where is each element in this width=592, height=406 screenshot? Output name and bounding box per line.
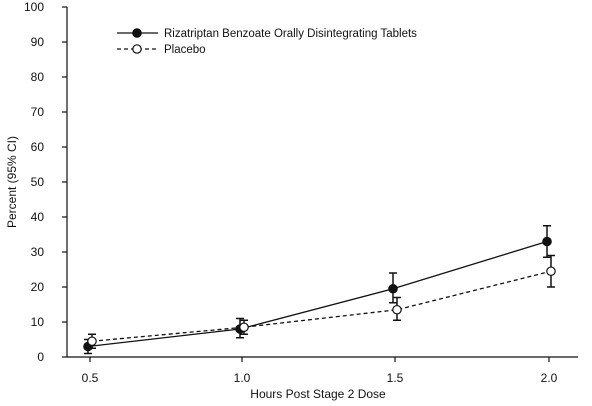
series-rizatriptan: [83, 225, 552, 355]
y-axis-title: Percent (95% CI): [5, 136, 19, 228]
series-line: [87, 240, 548, 348]
y-tick-label: 100: [24, 0, 44, 14]
data-point: [546, 266, 556, 277]
x-axis-ticks: 0.5 1.0 1.5 2.0: [82, 357, 558, 385]
x-tick-label: 1.0: [234, 371, 251, 385]
legend-label: Placebo: [164, 44, 206, 56]
legend-entry: Placebo: [117, 44, 206, 56]
legend-marker: [132, 28, 142, 38]
y-tick-label: 60: [31, 140, 45, 154]
series-layer: [83, 225, 556, 355]
x-axis-title: Hours Post Stage 2 Dose: [250, 387, 386, 401]
y-tick-label: 70: [31, 105, 45, 119]
y-tick-label: 90: [31, 35, 45, 49]
data-point: [388, 283, 398, 294]
data-point: [87, 336, 97, 347]
y-axis-ticks: 0 10 20 30 40 50 60 70 80 90 100: [24, 0, 67, 364]
x-tick-label: 2.0: [541, 371, 558, 385]
y-tick-label: 0: [37, 350, 44, 364]
y-tick-label: 30: [31, 245, 45, 259]
legend-entry: Rizatriptan Benzoate Orally Disintegrati…: [117, 28, 417, 40]
x-tick-label: 1.5: [387, 371, 404, 385]
y-tick-label: 10: [31, 315, 45, 329]
y-tick-label: 50: [31, 175, 45, 189]
x-tick-label: 0.5: [82, 371, 99, 385]
y-tick-label: 20: [31, 280, 45, 294]
legend-label: Rizatriptan Benzoate Orally Disintegrati…: [164, 28, 417, 40]
series-line: [91, 270, 552, 342]
data-point: [239, 322, 249, 333]
legend: Rizatriptan Benzoate Orally Disintegrati…: [117, 28, 417, 56]
series-placebo: [87, 254, 556, 349]
axes: [66, 7, 578, 358]
y-tick-label: 40: [31, 210, 45, 224]
data-point: [392, 304, 402, 315]
y-tick-label: 80: [31, 70, 45, 84]
data-point: [542, 236, 552, 247]
legend-marker: [132, 44, 142, 54]
